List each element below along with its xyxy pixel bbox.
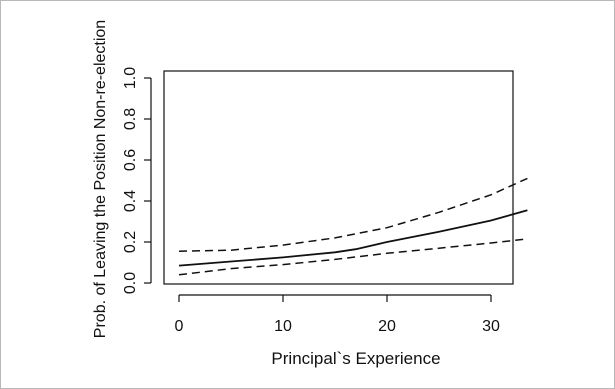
y-axis-label: Prob. of Leaving the Position Non-re-ele…	[92, 20, 109, 338]
series-layer	[178, 177, 528, 276]
x-tick-label: 30	[482, 318, 500, 335]
y-tick-label: 0.4	[122, 190, 139, 212]
x-tick-label: 10	[274, 318, 292, 335]
series-line-estimate	[178, 209, 528, 267]
y-tick-label: 0.0	[122, 272, 139, 294]
series-line-upper-bound	[178, 177, 528, 252]
x-tick-label: 0	[175, 318, 184, 335]
x-tick-label: 20	[378, 318, 396, 335]
y-tick-label: 1.0	[122, 67, 139, 89]
plot-box	[163, 70, 514, 285]
series-line-lower-bound	[178, 238, 528, 276]
x-axis-label: Principal`s Experience	[271, 349, 440, 368]
y-tick-label: 0.2	[122, 231, 139, 253]
y-tick-label: 0.8	[122, 108, 139, 130]
y-tick-label: 0.6	[122, 149, 139, 171]
x-axis: 0 10 20 30	[175, 294, 500, 335]
y-axis: 0.0 0.2 0.4 0.6 0.8 1.0	[122, 67, 152, 294]
